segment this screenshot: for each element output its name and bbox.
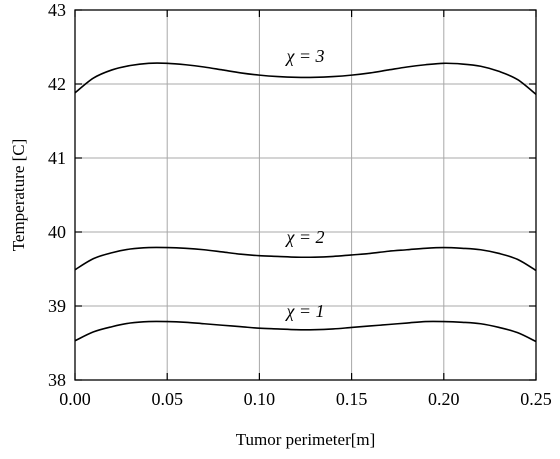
x-tick-label: 0.15 — [336, 389, 368, 409]
y-tick-label: 43 — [48, 0, 66, 20]
y-tick-label: 39 — [48, 296, 66, 316]
x-tick-label: 0.25 — [520, 389, 552, 409]
series-line — [74, 246, 537, 272]
x-tick-label: 0.00 — [59, 389, 91, 409]
y-tick-label: 42 — [48, 74, 66, 94]
x-tick-label: 0.05 — [151, 389, 183, 409]
x-axis-label: Tumor perimeter[m] — [236, 430, 376, 449]
curve-annotation: χ = 3 — [284, 46, 324, 66]
x-tick-label: 0.10 — [244, 389, 276, 409]
curve-annotation: χ = 2 — [284, 227, 324, 247]
tick-layer — [74, 9, 537, 381]
plot-frame — [74, 9, 537, 381]
y-axis-label: Temperature [C] — [9, 139, 28, 252]
grid-layer — [75, 10, 536, 380]
y-tick-label: 41 — [48, 148, 66, 168]
curve-layer — [74, 62, 537, 343]
label-layer: 0.00 0.05 0.10 0.15 0.20 0.25 38 39 40 41 42 43 χ = … — [48, 0, 552, 409]
series-line — [74, 62, 537, 95]
series-line — [74, 320, 537, 343]
x-tick-label: 0.20 — [428, 389, 460, 409]
y-tick-label: 40 — [48, 222, 66, 242]
curve-annotation: χ = 1 — [284, 301, 324, 321]
y-tick-label: 38 — [48, 370, 66, 390]
